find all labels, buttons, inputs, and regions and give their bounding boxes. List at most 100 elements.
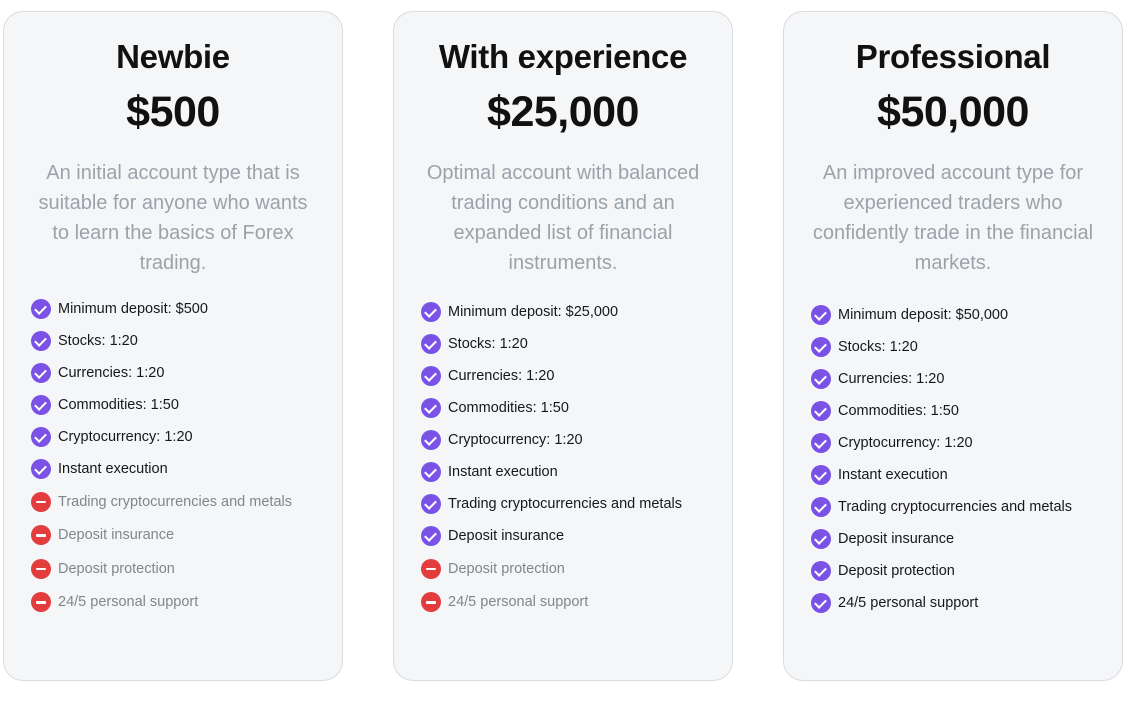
feature-label: Currencies: 1:20 (448, 368, 555, 384)
feature-label: Currencies: 1:20 (838, 371, 945, 387)
check-circle-icon (421, 494, 441, 514)
feature-label: Deposit protection (448, 560, 565, 577)
feature-item: Commodities: 1:50 (421, 392, 722, 424)
feature-item: Commodities: 1:50 (31, 389, 332, 421)
feature-item: 24/5 personal support (421, 586, 722, 620)
minus-circle-icon (31, 558, 51, 579)
feature-label: Commodities: 1:50 (838, 403, 959, 419)
plan-title: Newbie (116, 38, 230, 75)
feature-item: Stocks: 1:20 (421, 328, 722, 360)
feature-label: Stocks: 1:20 (838, 339, 918, 355)
plan-card-newbie: Newbie $500 An initial account type that… (3, 11, 343, 681)
feature-item: Currencies: 1:20 (31, 357, 332, 389)
feature-item: Currencies: 1:20 (811, 363, 1112, 395)
minus-circle-icon (421, 558, 441, 579)
plan-description: An initial account type that is suitable… (38, 162, 308, 274)
feature-item: Cryptocurrency: 1:20 (421, 424, 722, 456)
check-circle-icon (811, 497, 831, 517)
feature-label: 24/5 personal support (448, 594, 589, 611)
feature-item: Deposit insurance (31, 519, 332, 553)
plan-description: Optimal account with balanced trading co… (426, 162, 700, 274)
check-circle-icon (31, 427, 51, 447)
feature-label: Commodities: 1:50 (448, 400, 569, 416)
feature-label: 24/5 personal support (838, 595, 979, 611)
feature-item: Deposit protection (421, 552, 722, 586)
feature-label: Instant execution (838, 467, 948, 483)
check-circle-icon (811, 401, 831, 421)
feature-label: Deposit insurance (448, 528, 565, 544)
feature-label: Minimum deposit: $25,000 (448, 304, 619, 320)
feature-label: Trading cryptocurrencies and metals (58, 493, 292, 510)
feature-label: Deposit insurance (58, 527, 175, 544)
check-circle-icon (811, 593, 831, 613)
feature-item: Instant execution (811, 459, 1112, 491)
feature-item: Deposit protection (31, 552, 332, 586)
plan-card-professional: Professional $50,000 An improved account… (783, 11, 1123, 681)
minus-circle-icon (31, 525, 51, 546)
check-circle-icon (811, 337, 831, 357)
feature-item: Stocks: 1:20 (811, 331, 1112, 363)
check-circle-icon (421, 334, 441, 354)
check-circle-icon (421, 430, 441, 450)
feature-list: Minimum deposit: $500 Stocks: 1:20 Curre… (31, 293, 332, 619)
feature-label: 24/5 personal support (58, 594, 199, 611)
feature-label: Trading cryptocurrencies and metals (838, 499, 1072, 515)
feature-label: Deposit protection (838, 563, 955, 579)
feature-label: Commodities: 1:50 (58, 397, 179, 413)
feature-item: Minimum deposit: $50,000 (811, 299, 1112, 331)
feature-label: Cryptocurrency: 1:20 (58, 429, 193, 445)
check-circle-icon (31, 459, 51, 479)
feature-item: Deposit insurance (421, 520, 722, 552)
minus-circle-icon (421, 592, 441, 613)
feature-item: Instant execution (31, 453, 332, 485)
check-circle-icon (421, 398, 441, 418)
feature-label: Stocks: 1:20 (58, 333, 138, 349)
feature-label: Deposit insurance (838, 531, 955, 547)
feature-item: Cryptocurrency: 1:20 (811, 427, 1112, 459)
feature-label: Trading cryptocurrencies and metals (448, 496, 682, 512)
plan-price: $50,000 (877, 88, 1029, 136)
feature-label: Instant execution (448, 464, 558, 480)
feature-item: Deposit protection (811, 555, 1112, 587)
check-circle-icon (421, 302, 441, 322)
feature-label: Cryptocurrency: 1:20 (448, 432, 583, 448)
feature-item: Commodities: 1:50 (811, 395, 1112, 427)
check-circle-icon (31, 363, 51, 383)
feature-item: Stocks: 1:20 (31, 325, 332, 357)
check-circle-icon (31, 299, 51, 319)
feature-item: 24/5 personal support (31, 586, 332, 620)
plan-card-with-experience: With experience $25,000 Optimal account … (393, 11, 733, 681)
plan-price: $500 (126, 88, 220, 136)
minus-circle-icon (31, 592, 51, 613)
feature-item: 24/5 personal support (811, 587, 1112, 619)
feature-item: Trading cryptocurrencies and metals (421, 488, 722, 520)
feature-item: Trading cryptocurrencies and metals (31, 485, 332, 519)
feature-label: Cryptocurrency: 1:20 (838, 435, 973, 451)
feature-label: Stocks: 1:20 (448, 336, 528, 352)
plan-price: $25,000 (487, 88, 639, 136)
check-circle-icon (811, 465, 831, 485)
plan-description: An improved account type for experienced… (812, 162, 1094, 274)
check-circle-icon (811, 433, 831, 453)
check-circle-icon (31, 331, 51, 351)
check-circle-icon (811, 561, 831, 581)
check-circle-icon (421, 526, 441, 546)
feature-item: Cryptocurrency: 1:20 (31, 421, 332, 453)
check-circle-icon (421, 366, 441, 386)
feature-item: Minimum deposit: $500 (31, 293, 332, 325)
check-circle-icon (811, 369, 831, 389)
check-circle-icon (31, 395, 51, 415)
feature-item: Deposit insurance (811, 523, 1112, 555)
feature-list: Minimum deposit: $50,000 Stocks: 1:20 Cu… (811, 299, 1112, 619)
feature-item: Minimum deposit: $25,000 (421, 296, 722, 328)
check-circle-icon (811, 529, 831, 549)
feature-item: Instant execution (421, 456, 722, 488)
plan-title: Professional (855, 38, 1051, 75)
feature-list: Minimum deposit: $25,000 Stocks: 1:20 Cu… (421, 296, 722, 619)
feature-label: Instant execution (58, 461, 168, 477)
feature-item: Currencies: 1:20 (421, 360, 722, 392)
check-circle-icon (811, 305, 831, 325)
feature-label: Minimum deposit: $50,000 (838, 307, 1009, 323)
plan-title: With experience (438, 38, 688, 75)
check-circle-icon (421, 462, 441, 482)
